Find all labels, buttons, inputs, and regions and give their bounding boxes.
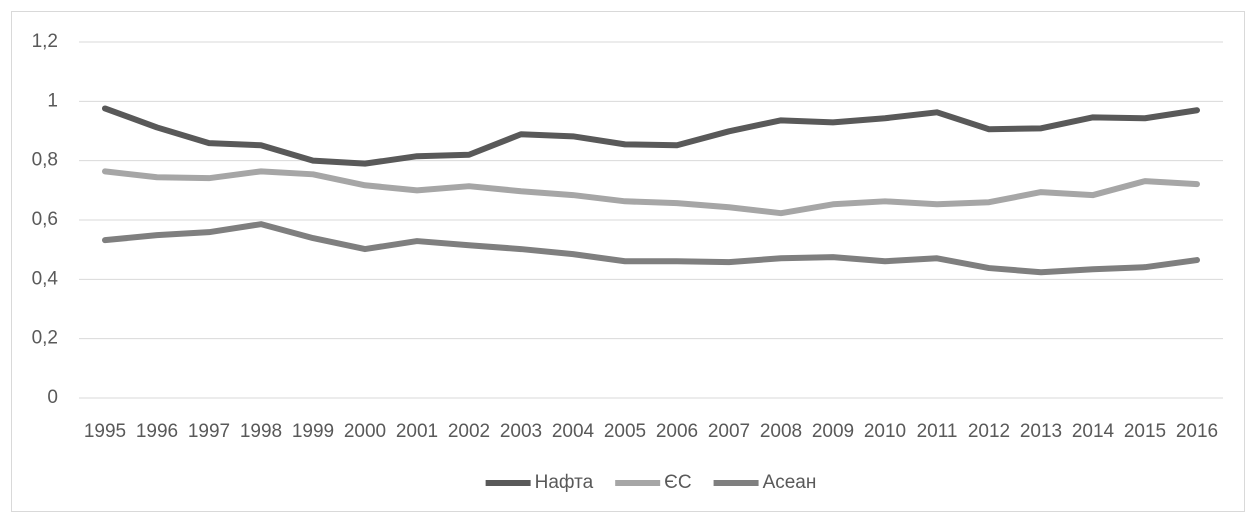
- series-line: [102, 168, 1200, 217]
- x-tick-label: 2003: [500, 421, 542, 442]
- x-tick-label: 2002: [448, 421, 490, 442]
- x-tick-label: 1997: [188, 421, 230, 442]
- legend-label: Нафта: [535, 472, 594, 493]
- x-tick-label: 2010: [864, 421, 906, 442]
- x-tick-label: 2000: [344, 421, 386, 442]
- y-tick-label: 0,4: [32, 268, 59, 289]
- x-tick-label: 2015: [1124, 421, 1166, 442]
- y-tick-label: 1: [47, 90, 58, 111]
- x-tick-label: 1998: [240, 421, 282, 442]
- x-tick-label: 2005: [604, 421, 646, 442]
- x-tick-label: 1995: [84, 421, 126, 442]
- x-tick-label: 2001: [396, 421, 438, 442]
- legend-label: Асеан: [763, 472, 817, 493]
- x-tick-label: 2013: [1020, 421, 1062, 442]
- legend-label: ЄС: [664, 472, 691, 493]
- y-tick-label: 0,2: [32, 328, 58, 349]
- y-tick-label: 0: [47, 387, 58, 408]
- x-tick-label: 2009: [812, 421, 854, 442]
- y-tick-label: 1,2: [32, 31, 58, 52]
- series-line: [102, 221, 1200, 276]
- x-tick-label: 2012: [968, 421, 1010, 442]
- series-line: [102, 105, 1200, 167]
- x-tick-label: 2006: [656, 421, 698, 442]
- x-tick-label: 1999: [292, 421, 334, 442]
- x-tick-label: 2014: [1072, 421, 1115, 442]
- x-tick-label: 2016: [1176, 421, 1218, 442]
- x-tick-label: 2008: [760, 421, 802, 442]
- x-tick-label: 2004: [552, 421, 595, 442]
- x-tick-label: 2011: [917, 421, 958, 442]
- x-tick-label: 2007: [708, 421, 750, 442]
- y-tick-label: 0,8: [32, 150, 58, 171]
- x-tick-label: 1996: [136, 421, 178, 442]
- y-tick-label: 0,6: [32, 209, 58, 230]
